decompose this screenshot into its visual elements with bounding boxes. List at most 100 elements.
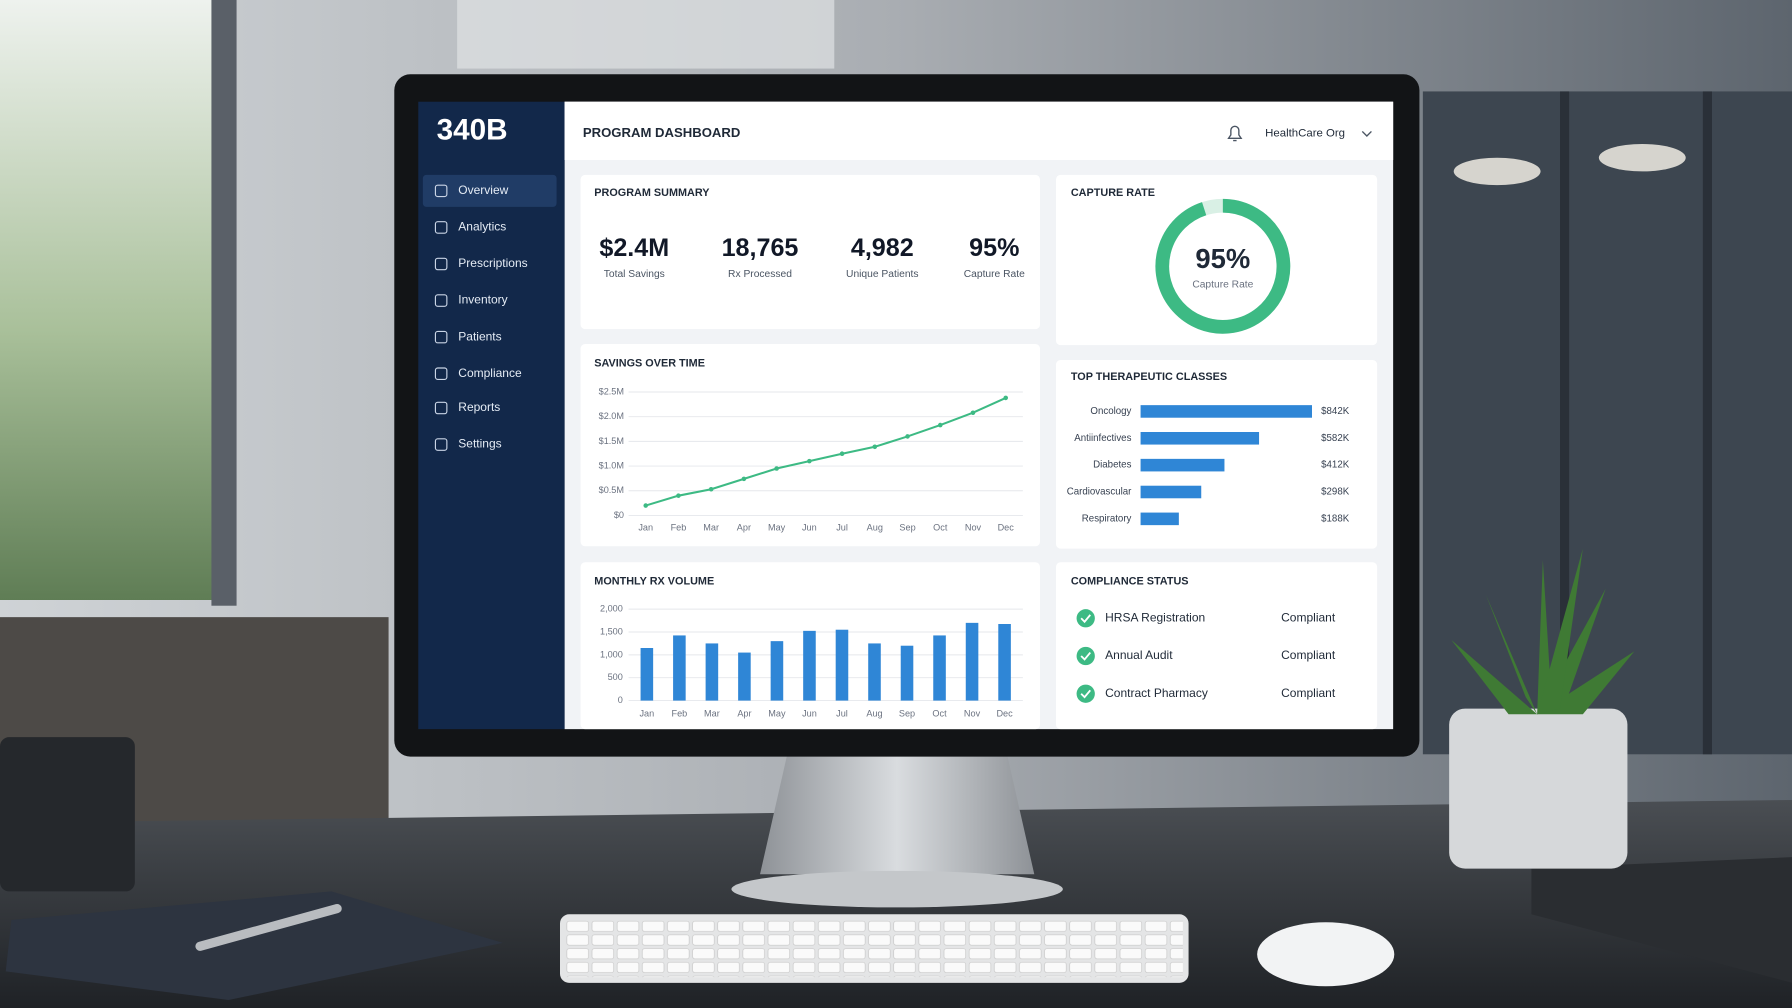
value-label: $188K bbox=[1321, 513, 1350, 524]
stat-label: Total Savings bbox=[604, 269, 665, 280]
point bbox=[774, 466, 779, 471]
header-bar bbox=[564, 101, 1394, 160]
x-tick-label: Oct bbox=[933, 522, 948, 532]
card bbox=[1056, 562, 1378, 730]
y-tick-label: $2.5M bbox=[599, 386, 624, 396]
plant-pot bbox=[1449, 708, 1628, 869]
nav-item[interactable]: Settings bbox=[458, 437, 501, 451]
glass-frame bbox=[1560, 91, 1570, 755]
x-tick-label: Aug bbox=[867, 522, 883, 532]
x-tick-label: Oct bbox=[932, 709, 947, 719]
stat-label: Capture Rate bbox=[964, 269, 1025, 280]
bar bbox=[1140, 512, 1179, 526]
bar-label: Diabetes bbox=[1093, 460, 1131, 471]
stat-label: Rx Processed bbox=[728, 269, 792, 280]
y-tick-label: $0 bbox=[614, 510, 624, 520]
check-icon bbox=[1076, 646, 1095, 666]
nav-icon[interactable] bbox=[434, 257, 448, 271]
bar-label: Oncology bbox=[1090, 406, 1131, 417]
notebook bbox=[5, 891, 503, 1000]
nav-icon[interactable] bbox=[434, 401, 448, 415]
check-mark bbox=[1080, 651, 1091, 661]
card-title: TOP THERAPEUTIC CLASSES bbox=[1071, 371, 1227, 383]
bar bbox=[738, 652, 751, 701]
donut-value: 95% bbox=[1195, 243, 1250, 274]
screen: 340B PROGRAM DASHBOARD HealthCare Org PR… bbox=[418, 101, 1394, 730]
point bbox=[905, 434, 910, 439]
bar bbox=[673, 635, 686, 701]
nav-icon[interactable] bbox=[434, 184, 448, 198]
compliance-name: Contract Pharmacy bbox=[1105, 686, 1208, 700]
check-mark bbox=[1080, 689, 1091, 699]
card bbox=[1056, 174, 1378, 346]
ceiling-lamp bbox=[1453, 157, 1541, 186]
nav-icon[interactable] bbox=[434, 221, 448, 234]
value-label: $582K bbox=[1321, 433, 1350, 444]
bar bbox=[803, 630, 816, 701]
bar bbox=[705, 643, 719, 701]
x-tick-label: Feb bbox=[671, 522, 687, 532]
stat-value: 95% bbox=[969, 234, 1019, 262]
nav-item[interactable]: Overview bbox=[458, 183, 508, 197]
nav-icon[interactable] bbox=[434, 294, 448, 307]
card-title: CAPTURE RATE bbox=[1071, 187, 1155, 199]
pen bbox=[195, 904, 342, 951]
bar bbox=[965, 622, 979, 701]
x-tick-label: Jan bbox=[638, 522, 653, 532]
bar bbox=[933, 635, 946, 701]
stat-value: $2.4M bbox=[599, 234, 669, 262]
x-tick-label: Mar bbox=[703, 522, 719, 532]
x-tick-label: May bbox=[768, 709, 786, 719]
glass-wall bbox=[1422, 91, 1792, 755]
y-tick-label: $2.0M bbox=[599, 411, 624, 421]
nav-item[interactable]: Compliance bbox=[458, 366, 522, 380]
card-title: SAVINGS OVER TIME bbox=[594, 357, 705, 369]
nav-item[interactable]: Reports bbox=[458, 400, 500, 414]
x-tick-label: Sep bbox=[899, 522, 915, 532]
point bbox=[643, 503, 648, 508]
bar bbox=[1140, 432, 1260, 445]
point bbox=[807, 458, 812, 464]
y-tick-label: 1,000 bbox=[600, 649, 623, 659]
check-icon bbox=[1076, 684, 1095, 703]
nav-item[interactable]: Inventory bbox=[458, 293, 507, 307]
card bbox=[580, 174, 1040, 330]
card-title: PROGRAM SUMMARY bbox=[594, 187, 710, 199]
y-tick-label: $1.5M bbox=[599, 436, 624, 446]
x-tick-label: Dec bbox=[998, 522, 1015, 532]
y-tick-label: 0 bbox=[618, 695, 623, 705]
point bbox=[970, 410, 976, 416]
nav-item[interactable]: Prescriptions bbox=[458, 256, 527, 270]
x-tick-label: Sep bbox=[899, 709, 915, 719]
bar bbox=[900, 645, 914, 701]
card-title: MONTHLY RX VOLUME bbox=[594, 576, 714, 588]
x-tick-label: Apr bbox=[737, 522, 751, 532]
nav-icon[interactable] bbox=[434, 367, 448, 380]
x-tick-label: Nov bbox=[964, 709, 981, 719]
bar bbox=[1140, 405, 1312, 418]
line bbox=[645, 396, 1007, 507]
point bbox=[708, 486, 714, 492]
compliance-status: Compliant bbox=[1281, 686, 1336, 700]
donut-arc bbox=[1155, 198, 1291, 334]
stat-value: 18,765 bbox=[722, 234, 799, 262]
nav-item[interactable]: Analytics bbox=[458, 220, 506, 234]
bar bbox=[868, 643, 881, 701]
nav-icon[interactable] bbox=[434, 330, 448, 344]
nav-icon[interactable] bbox=[434, 438, 448, 451]
bell-icon[interactable] bbox=[1227, 125, 1243, 142]
x-tick-label: Jun bbox=[802, 709, 817, 719]
x-tick-label: Jan bbox=[639, 709, 654, 719]
org-selector[interactable]: HealthCare Org bbox=[1265, 128, 1345, 140]
chevron[interactable] bbox=[1361, 130, 1372, 137]
y-tick-label: 500 bbox=[608, 672, 623, 682]
x-tick-label: Jul bbox=[836, 522, 848, 532]
x-tick-label: Jun bbox=[802, 522, 817, 532]
bar-label: Antiinfectives bbox=[1074, 433, 1131, 444]
window-top bbox=[457, 0, 835, 69]
x-tick-label: Aug bbox=[866, 709, 882, 719]
page-title: PROGRAM DASHBOARD bbox=[583, 125, 741, 140]
nav-item[interactable]: Patients bbox=[458, 329, 501, 343]
x-tick-label: Mar bbox=[704, 709, 720, 719]
